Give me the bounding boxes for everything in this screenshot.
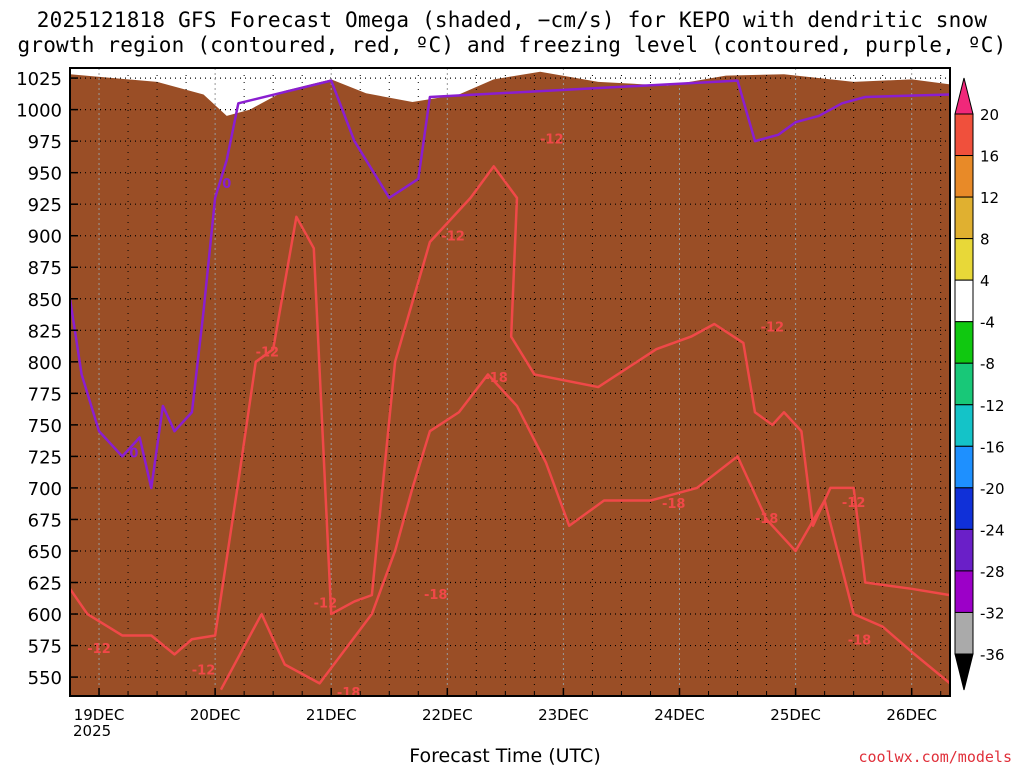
y-tick-label: 850 (28, 290, 62, 311)
terrain-fill (70, 71, 950, 696)
plot-frame (69, 67, 951, 697)
contour-line (219, 373, 950, 691)
x-tick-label: 22DEC (422, 706, 473, 724)
y-tick-label: 550 (28, 668, 62, 689)
chart-title-line2: growth region (contoured, red, ºC) and f… (17, 33, 1007, 57)
contour-label-layer: -12 -12 -18 -12 -18 -18 -12 -12 -12 -18 -18 -18 -12 -… (87, 133, 872, 701)
x-tick-label: 21DEC (306, 706, 357, 724)
y-tick-label: 725 (28, 447, 62, 468)
y-tick-label: 1025 (16, 69, 62, 90)
y-tick-label: 950 (28, 164, 62, 185)
colorbar-bin (954, 279, 974, 323)
contour-label: -12 (540, 133, 564, 148)
x-axis-title: Forecast Time (UTC) (409, 745, 601, 767)
colorbar-bin (954, 321, 974, 364)
x-tick-label: 26DEC (886, 706, 937, 724)
colorbar-label: -16 (980, 438, 1005, 456)
contour-label: -12 (314, 597, 338, 612)
y-tick-label: 925 (28, 195, 62, 216)
contour-label: 0 (222, 177, 231, 192)
contour-label: -18 (424, 588, 448, 603)
colorbar-bin (954, 570, 974, 613)
source-credit[interactable]: coolwx.com/models (858, 748, 1012, 766)
colorbar-bin (954, 113, 974, 157)
contour-label: -18 (848, 633, 872, 648)
colorbar-label: -20 (980, 480, 1005, 498)
contour-label: -18 (662, 497, 686, 512)
y-tick-label: 575 (28, 637, 62, 658)
y-tick-label: 875 (28, 258, 62, 279)
x-tick-label: 20DEC (190, 706, 241, 724)
colorbar-label: -32 (980, 604, 1005, 622)
colorbar-label: 4 (980, 272, 990, 290)
colorbar-label: 16 (980, 148, 999, 166)
grid-layer (70, 68, 950, 696)
colorbar-label: 8 (980, 231, 990, 249)
chart-title-line1: 2025121818 GFS Forecast Omega (shaded, −… (36, 8, 988, 32)
colorbar-label: 20 (980, 106, 999, 124)
x-tick-label: 23DEC (538, 706, 589, 724)
colorbar-label: -4 (980, 314, 995, 332)
contour-line (70, 79, 950, 490)
x-tick-label: 19DEC (74, 706, 125, 724)
y-tick-label: 675 (28, 510, 62, 531)
contour-label: 0 (129, 447, 138, 462)
colorbar-bin (954, 487, 974, 530)
contour-label: -12 (842, 496, 866, 511)
y-tick-label: 700 (28, 479, 62, 500)
contour-label: -12 (256, 346, 280, 361)
colorbar-bin (954, 611, 974, 655)
colorbar: 20 16 12 8 4 -4 -8 -12 -16 -20 -24 -28 -32 -36 (954, 77, 1005, 691)
contour-label: -18 (484, 371, 508, 386)
colorbar-label: -12 (980, 397, 1005, 415)
x-axis: 19DEC 20DEC 21DEC 22DEC 23DEC 24DEC 25DEC 26DEC (69, 688, 942, 724)
y-tick-label: 800 (28, 353, 62, 374)
y-tick-label: 900 (28, 227, 62, 248)
y-tick-label: 775 (28, 384, 62, 405)
colorbar-bin (954, 196, 974, 240)
colorbar-label: -8 (980, 355, 995, 373)
colorbar-bin (954, 238, 974, 281)
y-tick-label: 975 (28, 132, 62, 153)
colorbar-bin (954, 528, 974, 572)
colorbar-label: -36 (980, 646, 1005, 664)
colorbar-bin (954, 362, 974, 406)
y-tick-label: 750 (28, 416, 62, 437)
colorbar-bin (954, 404, 974, 447)
contour-label: -12 (761, 321, 785, 336)
contour-label: -18 (337, 686, 361, 701)
colorbar-label: 12 (980, 189, 999, 207)
colorbar-bin (954, 445, 974, 489)
contour-label: -12 (87, 642, 111, 657)
colorbar-label: -28 (980, 563, 1005, 581)
x-tick-label: 24DEC (654, 706, 705, 724)
y-axis: 550 575 600 625 650 675 700 725 750 775 800 825 850 8… (16, 69, 78, 689)
colorbar-bin (954, 155, 974, 198)
x-axis-year-label: 2025 (73, 722, 112, 740)
contour-layer (70, 79, 950, 691)
colorbar-top-triangle (954, 77, 974, 115)
y-tick-label: 600 (28, 605, 62, 626)
contour-label: -18 (755, 512, 779, 527)
y-tick-label: 650 (28, 542, 62, 563)
colorbar-bottom-triangle (954, 653, 974, 691)
colorbar-label: -24 (980, 521, 1005, 539)
y-tick-label: 1000 (16, 101, 62, 122)
contour-label: -12 (192, 664, 216, 679)
contour-line (70, 165, 950, 656)
x-tick-label: 25DEC (770, 706, 821, 724)
terrain-layer (70, 71, 950, 696)
y-tick-label: 825 (28, 321, 62, 342)
y-tick-label: 625 (28, 574, 62, 595)
contour-label: -12 (441, 230, 465, 245)
